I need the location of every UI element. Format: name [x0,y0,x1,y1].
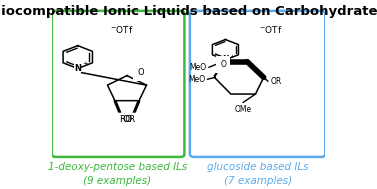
Text: +: + [83,61,88,67]
Text: O: O [137,68,144,77]
Text: glucoside based ILs: glucoside based ILs [207,162,309,172]
Text: MeO: MeO [188,75,205,84]
Text: RO: RO [120,115,133,124]
Polygon shape [113,101,121,113]
Text: (9 examples): (9 examples) [83,176,152,186]
Text: N: N [222,55,229,64]
Text: $^{-}$OTf: $^{-}$OTf [110,24,133,35]
FancyBboxPatch shape [52,11,184,157]
Text: OR: OR [123,115,136,124]
Text: Biocompatible Ionic Liquids based on Carbohydrates: Biocompatible Ionic Liquids based on Car… [0,5,377,18]
Polygon shape [132,101,141,113]
Text: OMe: OMe [234,105,252,114]
FancyBboxPatch shape [190,11,325,157]
Text: (7 examples): (7 examples) [224,176,292,186]
Text: N: N [74,64,81,73]
Text: O: O [220,60,226,69]
Text: 1-deoxy-pentose based ILs: 1-deoxy-pentose based ILs [48,162,187,172]
Text: $^{-}$OTf: $^{-}$OTf [259,24,282,35]
Text: +: + [230,54,235,59]
Text: MeO: MeO [189,63,206,72]
Text: OR: OR [271,77,282,86]
